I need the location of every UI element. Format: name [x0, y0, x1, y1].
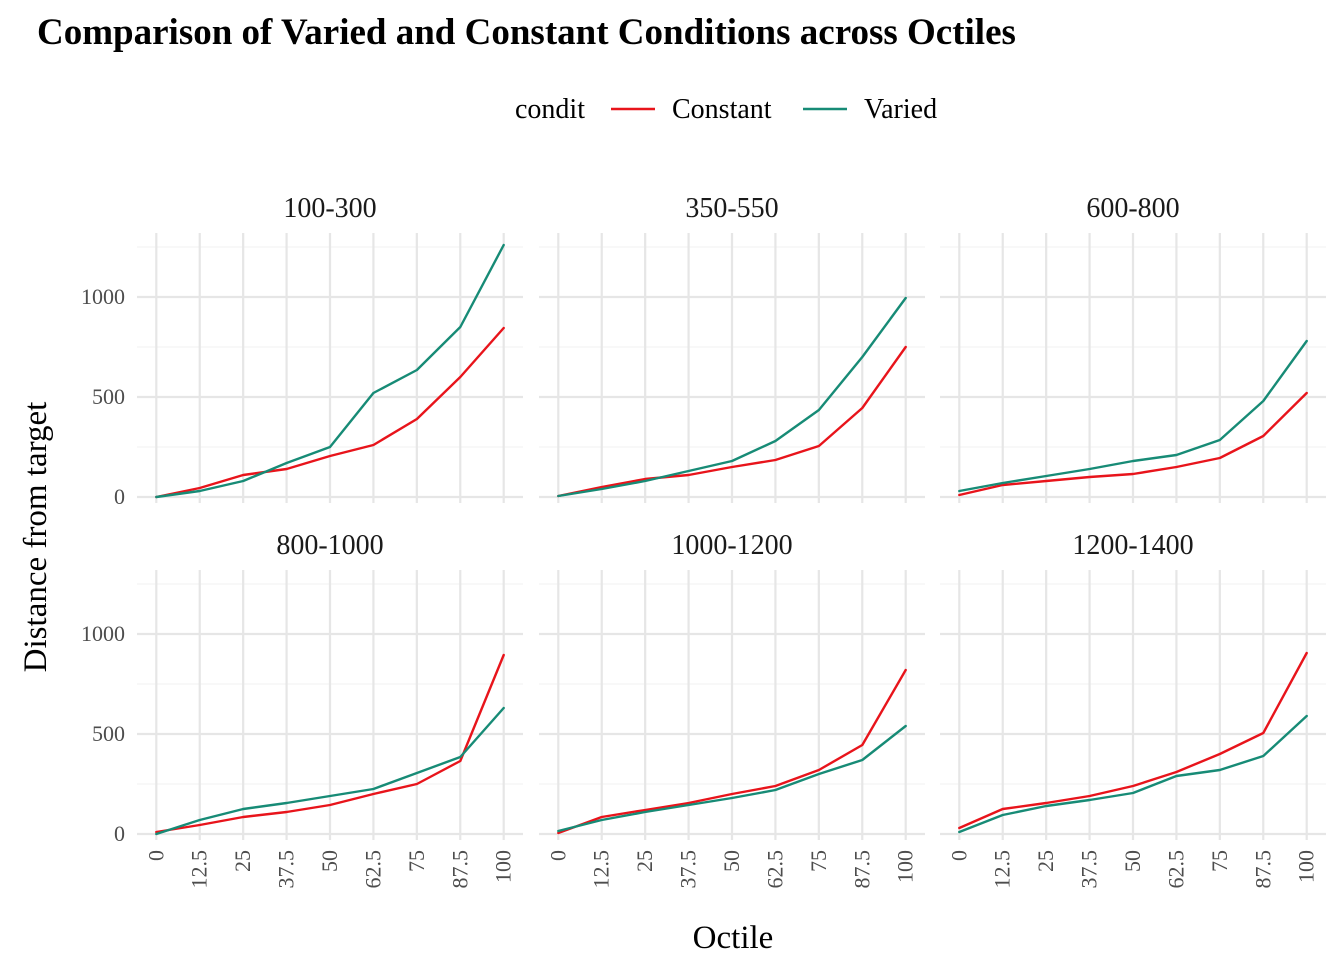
x-tick-label: 0 [545, 850, 570, 861]
x-tick-label: 100 [1294, 850, 1319, 883]
x-tick-label: 62.5 [762, 850, 787, 889]
x-axis-title: Octile [693, 920, 774, 956]
series-line-constant-100-300 [155, 326, 505, 499]
x-tick-label: 100 [893, 850, 918, 883]
legend-label-constant: Constant [672, 94, 772, 125]
series-line-varied-600-800 [958, 339, 1308, 493]
series-line-varied-350-550 [557, 296, 907, 498]
x-tick-label: 25 [1033, 850, 1058, 872]
chart-title: Comparison of Varied and Constant Condit… [37, 12, 1016, 53]
y-tick-label: 0 [114, 484, 125, 509]
x-tick-label: 0 [143, 850, 168, 861]
y-axis-title: Distance from target [18, 402, 54, 673]
x-tick-label: 62.5 [1163, 850, 1188, 889]
x-tick-label: 75 [806, 850, 831, 872]
x-tick-label: 75 [404, 850, 429, 872]
facet-panel-600-800: 600-800 [940, 193, 1326, 503]
x-tick-label: 87.5 [1250, 850, 1275, 889]
facet-label-100-300: 100-300 [283, 193, 376, 224]
series-line-varied-1000-1200 [557, 724, 907, 833]
x-tick-label: 12.5 [990, 850, 1015, 889]
series-line-constant-350-550 [557, 345, 907, 498]
series-line-constant-600-800 [958, 391, 1308, 497]
x-tick-label: 50 [1120, 850, 1145, 872]
facet-label-600-800: 600-800 [1086, 193, 1179, 224]
x-tick-label: 87.5 [849, 850, 874, 889]
x-tick-label: 25 [632, 850, 657, 872]
x-tick-label: 100 [491, 850, 516, 883]
x-tick-label: 12.5 [187, 850, 212, 889]
series-line-varied-1200-1400 [958, 714, 1308, 834]
y-tick-label: 0 [114, 821, 125, 846]
series-line-constant-1200-1400 [958, 651, 1308, 830]
facet-panel-1000-1200: 1000-1200 0 12.5 25 37.5 50 62.5 75 87.5 100 [539, 530, 925, 889]
facet-panel-1200-1400: 1200-1400 0 12.5 25 37.5 50 62.5 75 87.5 100 [940, 530, 1326, 889]
legend-label-varied: Varied [864, 94, 937, 125]
x-tick-label: 25 [230, 850, 255, 872]
legend-title: condit [515, 94, 585, 125]
x-tick-label: 0 [946, 850, 971, 861]
facet-label-1200-1400: 1200-1400 [1072, 530, 1193, 561]
facet-label-800-1000: 800-1000 [276, 530, 383, 561]
x-tick-label: 62.5 [360, 850, 385, 889]
facet-label-350-550: 350-550 [685, 193, 778, 224]
x-tick-label: 75 [1207, 850, 1232, 872]
series-line-constant-800-1000 [155, 653, 505, 834]
y-tick-label: 1000 [81, 284, 125, 309]
x-tick-label: 50 [719, 850, 744, 872]
facet-panel-800-1000: 800-1000 0 500 1000 0 12.5 25 37.5 50 62.5 75 87.5 1… [81, 530, 523, 889]
series-line-varied-800-1000 [155, 706, 505, 836]
facet-label-1000-1200: 1000-1200 [671, 530, 792, 561]
y-tick-label: 500 [92, 721, 125, 746]
facet-panel-100-300: 100-300 0 500 1000 [81, 193, 523, 509]
series-line-varied-100-300 [155, 243, 505, 499]
x-tick-label: 37.5 [676, 850, 701, 889]
y-tick-label: 500 [92, 384, 125, 409]
x-tick-label: 12.5 [589, 850, 614, 889]
x-tick-label: 37.5 [274, 850, 299, 889]
facet-panel-350-550: 350-550 [539, 193, 925, 503]
legend: condit Constant Varied [515, 94, 937, 125]
y-tick-label: 1000 [81, 621, 125, 646]
x-tick-label: 87.5 [447, 850, 472, 889]
series-line-constant-1000-1200 [557, 668, 907, 835]
x-tick-label: 50 [317, 850, 342, 872]
x-tick-label: 37.5 [1077, 850, 1102, 889]
